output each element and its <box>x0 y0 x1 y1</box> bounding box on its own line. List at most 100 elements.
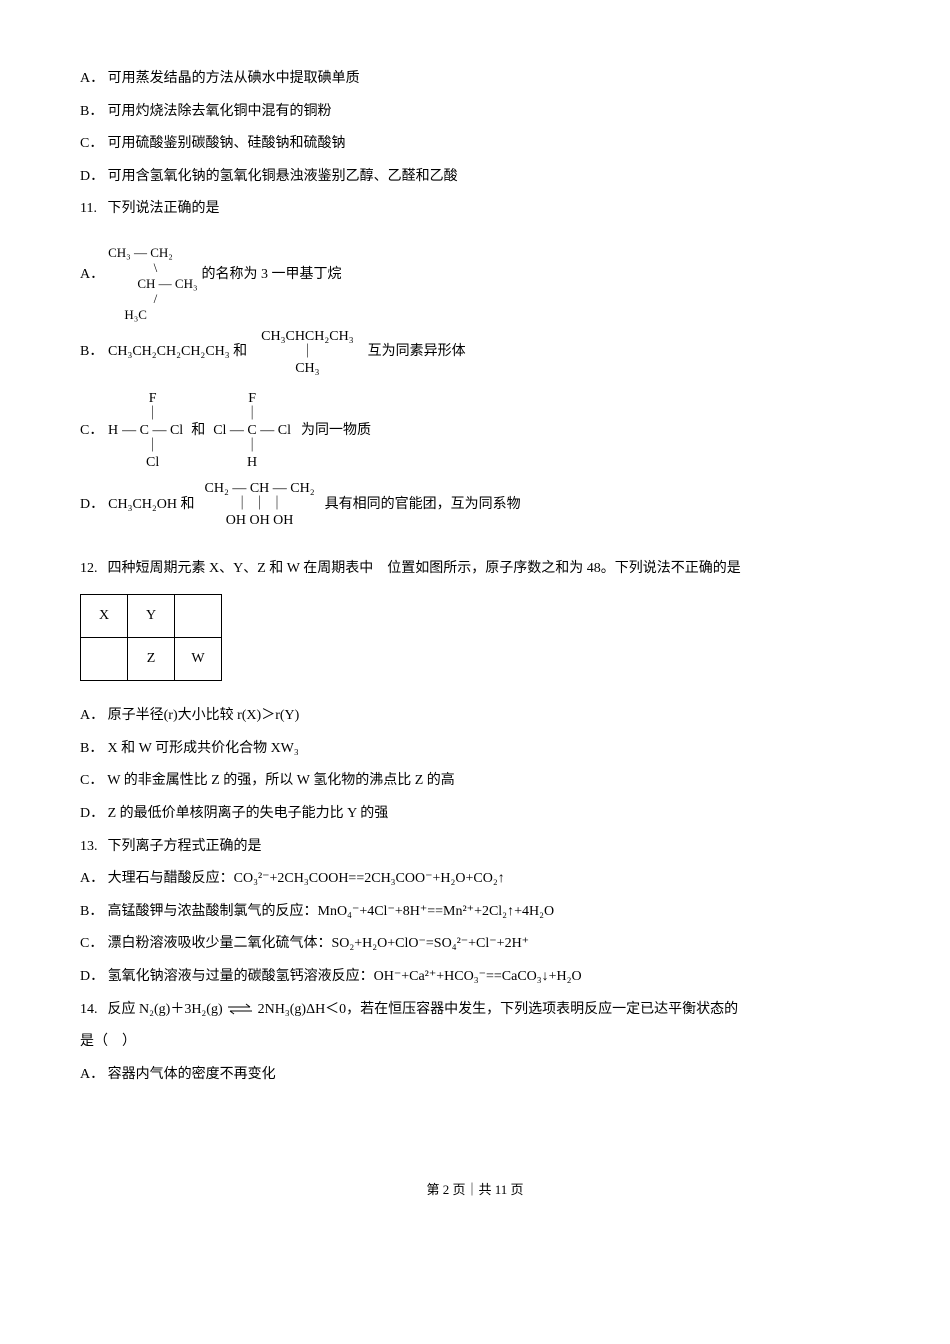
s-mid: Cl — C — Cl <box>213 423 291 439</box>
struct-l3: CH — CH₃ <box>108 276 197 291</box>
q12-d-text: Z 的最低价单核阴离子的失电子能力比 Y 的强 <box>108 806 389 821</box>
cell-z: Z <box>128 638 175 681</box>
q12-a-text: 原子半径(r)大小比较 r(X)＞r(Y) <box>108 708 300 723</box>
label-c: C． <box>80 931 104 958</box>
q12-stem-text: 四种短周期元素 X、Y、Z 和 W 在周期表中 位置如图所示，原子序数之和为 4… <box>108 561 741 576</box>
label-b: B． <box>80 736 104 763</box>
struct-l4: / <box>108 291 157 306</box>
struct-l5: H₃C <box>108 307 147 322</box>
cell-x: X <box>81 595 128 638</box>
label-d: D． <box>80 164 104 191</box>
s-bot: H <box>213 455 291 471</box>
struct-top: CH₃CHCH₂CH₃ <box>261 329 353 345</box>
q11-c-and: 和 <box>191 418 205 445</box>
q13-option-b: B． 高锰酸钾与浓盐酸制氯气的反应：MnO₄⁻+4Cl⁻+8H⁺==Mn²⁺+2… <box>80 899 870 926</box>
q11-option-a: A． CH₃ — CH₂ \ CH — CH₃ / H₃C 的名称为 3 一甲基… <box>80 229 870 323</box>
q13-stem: 13. 下列离子方程式正确的是 <box>80 834 870 861</box>
q13-number: 13. <box>80 834 104 861</box>
q14-stem-l2: 是（ ） <box>80 1034 136 1049</box>
q14-stem: 14. 反应 N₂(g)＋3H₂(g) 2NH₃(g)ΔH＜0，若在恒压容器中发… <box>80 997 870 1024</box>
q13-option-d: D． 氢氧化钠溶液与过量的碳酸氢钙溶液反应：OH⁻+Ca²⁺+HCO₃⁻==Ca… <box>80 964 870 991</box>
q12-c-text: W 的非金属性比 Z 的强，所以 W 氢化物的沸点比 Z 的高 <box>107 773 455 788</box>
page-footer: 第 2 页｜共 11 页 <box>80 1178 870 1203</box>
struct-mid: ｜ <box>261 345 353 361</box>
q11-option-c: C． H F ｜ — C — Cl ｜ Cl 和 F ｜ Cl — C — Cl… <box>80 391 870 471</box>
label-b: B． <box>80 339 104 366</box>
q14-stem-pre: 反应 N₂(g)＋3H₂(g) <box>108 1002 223 1017</box>
label-c: C． <box>80 131 104 158</box>
q11-stem: 11. 下列说法正确的是 <box>80 196 870 223</box>
struct-l1: CH₃ — CH₂ <box>108 245 173 260</box>
q13-stem-text: 下列离子方程式正确的是 <box>108 839 262 854</box>
label-d: D． <box>80 801 104 828</box>
q10-a-text: 可用蒸发结晶的方法从碘水中提取碘单质 <box>108 71 360 86</box>
cell-y: Y <box>128 595 175 638</box>
label-d: D． <box>80 964 104 991</box>
label-c: C． <box>80 418 104 445</box>
s-bot: Cl <box>122 455 183 471</box>
q11-c-tail: 为同一物质 <box>301 418 371 445</box>
q14-a-text: 容器内气体的密度不再变化 <box>108 1067 276 1082</box>
q13-c-text: 漂白粉溶液吸收少量二氧化硫气体：SO₂+H₂O+ClO⁻=SO₄²⁻+Cl⁻+2… <box>108 936 530 951</box>
label-b: B． <box>80 899 104 926</box>
cell-empty2 <box>81 638 128 681</box>
q14-stem-line2: 是（ ） <box>80 1029 870 1056</box>
q10-option-a: A． 可用蒸发结晶的方法从碘水中提取碘单质 <box>80 66 870 93</box>
struct-l2: \ <box>108 260 157 275</box>
s-bot: OH OH OH <box>205 513 315 529</box>
equilibrium-arrow-icon <box>226 1003 254 1015</box>
s-bar2: ｜ <box>213 439 291 455</box>
label-d: D． <box>80 492 104 519</box>
struct-bot: CH₃ <box>261 361 353 377</box>
s-bar1: ｜ <box>122 407 183 423</box>
label-b: B． <box>80 99 104 126</box>
label-a: A． <box>80 703 104 730</box>
q13-b-text: 高锰酸钾与浓盐酸制氯气的反应：MnO₄⁻+4Cl⁻+8H⁺==Mn²⁺+2Cl₂… <box>108 904 555 919</box>
q12-b-text: X 和 W 可形成共价化合物 XW₃ <box>108 741 299 756</box>
q13-option-a: A． 大理石与醋酸反应：CO₃²⁻+2CH₃COOH==2CH₃COO⁻+H₂O… <box>80 866 870 893</box>
q12-option-d: D． Z 的最低价单核阴离子的失电子能力比 Y 的强 <box>80 801 870 828</box>
q13-option-c: C． 漂白粉溶液吸收少量二氧化硫气体：SO₂+H₂O+ClO⁻=SO₄²⁻+Cl… <box>80 931 870 958</box>
q10-option-b: B． 可用灼烧法除去氧化铜中混有的铜粉 <box>80 99 870 126</box>
q11-number: 11. <box>80 196 104 223</box>
q11-a-tail: 的名称为 3 一甲基丁烷 <box>202 262 342 289</box>
q11-a-structure: CH₃ — CH₂ \ CH — CH₃ / H₃C <box>108 229 197 323</box>
q11-d-tail: 具有相同的官能团，互为同系物 <box>325 492 521 519</box>
cell-empty1 <box>175 595 222 638</box>
q12-number: 12. <box>80 556 104 583</box>
label-a: A． <box>80 1062 104 1089</box>
q11-b-tail: 互为同素异形体 <box>368 339 466 366</box>
q12-stem: 12. 四种短周期元素 X、Y、Z 和 W 在周期表中 位置如图所示，原子序数之… <box>80 556 870 583</box>
q10-option-c: C． 可用硫酸鉴别碳酸钠、硅酸钠和硫酸钠 <box>80 131 870 158</box>
q12-option-a: A． 原子半径(r)大小比较 r(X)＞r(Y) <box>80 703 870 730</box>
s-top: F <box>213 391 291 407</box>
s-bar2: ｜ <box>122 439 183 455</box>
q12-option-b: B． X 和 W 可形成共价化合物 XW₃ <box>80 736 870 763</box>
q13-d-text: 氢氧化钠溶液与过量的碳酸氢钙溶液反应：OH⁻+Ca²⁺+HCO₃⁻==CaCO₃… <box>108 969 582 984</box>
label-c: C． <box>80 768 104 795</box>
q14-option-a: A． 容器内气体的密度不再变化 <box>80 1062 870 1089</box>
cell-w: W <box>175 638 222 681</box>
q10-c-text: 可用硫酸鉴别碳酸钠、硅酸钠和硫酸钠 <box>108 136 346 151</box>
q11-stem-text: 下列说法正确的是 <box>108 201 220 216</box>
q10-b-text: 可用灼烧法除去氧化铜中混有的铜粉 <box>108 104 332 119</box>
q11-d-left: CH₃CH₂OH 和 <box>108 492 194 519</box>
q14-number: 14. <box>80 997 104 1024</box>
q12-option-c: C． W 的非金属性比 Z 的强，所以 W 氢化物的沸点比 Z 的高 <box>80 768 870 795</box>
label-a: A． <box>80 262 104 289</box>
q14-stem-post: 2NH₃(g)ΔH＜0，若在恒压容器中发生，下列选项表明反应一定已达平衡状态的 <box>258 1002 739 1017</box>
s-mid: ｜ ｜ ｜ <box>205 497 315 513</box>
q11-c-struct1: F ｜ — C — Cl ｜ Cl <box>122 391 183 471</box>
s-mid: — C — Cl <box>122 423 183 439</box>
q11-b-structure: CH₃CHCH₂CH₃ ｜ CH₃ <box>261 329 353 377</box>
q11-c-h: H <box>108 418 118 445</box>
q11-option-b: B． CH₃CH₂CH₂CH₂CH₃ 和 CH₃CHCH₂CH₃ ｜ CH₃ 互… <box>80 329 870 377</box>
label-a: A． <box>80 866 104 893</box>
s-bar1: ｜ <box>213 407 291 423</box>
q11-option-d: D． CH₃CH₂OH 和 CH₂ — CH — CH₂ ｜ ｜ ｜ OH OH… <box>80 481 870 529</box>
label-a: A． <box>80 66 104 93</box>
s-top: CH₂ — CH — CH₂ <box>205 481 315 497</box>
periodic-table: X Y Z W <box>80 594 222 681</box>
q10-option-d: D． 可用含氢氧化钠的氢氧化铜悬浊液鉴别乙醇、乙醛和乙酸 <box>80 164 870 191</box>
s-top: F <box>122 391 183 407</box>
